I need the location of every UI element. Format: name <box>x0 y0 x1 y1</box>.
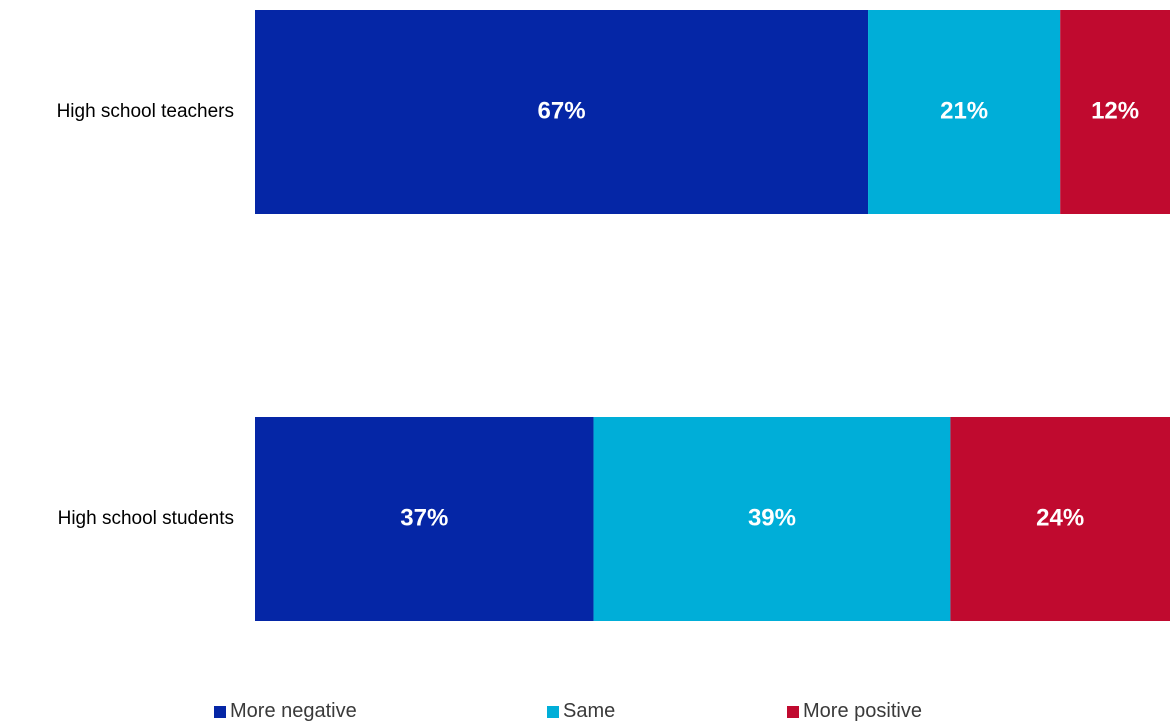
legend-swatch-same <box>547 705 559 718</box>
bar-more-negative-high-school-students <box>255 417 594 621</box>
category-label-high-school-teachers: High school teachers <box>57 101 234 122</box>
legend-item-same: Same <box>547 700 615 723</box>
bar-more-positive-high-school-teachers <box>1060 10 1170 214</box>
bar-same-high-school-students <box>593 417 951 621</box>
data-label-more-positive-high-school-teachers: 12% <box>1091 97 1139 124</box>
data-label-more-positive-high-school-students: 24% <box>1036 504 1084 531</box>
legend-swatch-more-positive <box>787 705 799 718</box>
legend-item-more-positive: More positive <box>787 700 922 723</box>
legend-swatch-more-negative <box>214 705 226 718</box>
data-label-same-high-school-teachers: 21% <box>940 97 988 124</box>
legend-label-more-positive: More positive <box>803 700 922 722</box>
data-label-more-negative-high-school-students: 37% <box>400 504 448 531</box>
data-label-more-negative-high-school-teachers: 67% <box>538 97 586 124</box>
bar-more-negative-high-school-teachers <box>255 10 869 214</box>
bar-same-high-school-teachers <box>868 10 1061 214</box>
legend-item-more-negative: More negative <box>214 700 357 723</box>
legend: More negative Same More positive <box>0 700 1170 726</box>
category-label-high-school-students: High school students <box>58 508 234 529</box>
legend-label-same: Same <box>563 700 616 722</box>
data-label-same-high-school-students: 39% <box>748 504 796 531</box>
legend-label-more-negative: More negative <box>230 700 357 722</box>
bar-more-positive-high-school-students <box>950 417 1170 621</box>
